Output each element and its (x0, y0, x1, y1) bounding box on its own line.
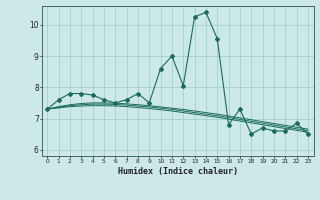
X-axis label: Humidex (Indice chaleur): Humidex (Indice chaleur) (118, 167, 237, 176)
